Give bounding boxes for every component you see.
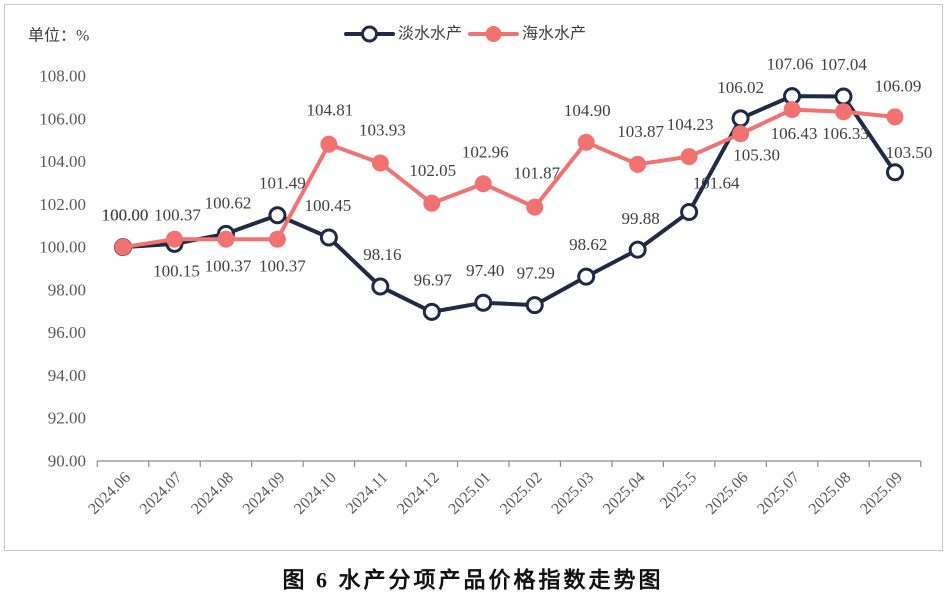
data-point-marker (834, 87, 853, 106)
data-label: 100.00 (102, 206, 149, 225)
data-label: 103.50 (886, 143, 933, 162)
y-tick-label: 92.00 (48, 409, 86, 428)
data-point-marker (731, 109, 750, 128)
data-point-marker (835, 103, 853, 121)
y-axis: 90.00 92.00 94.00 96.00 98.00 100.00 102.00 104… (39, 67, 86, 471)
data-label: 103.87 (617, 122, 664, 141)
data-label: 100.00 (102, 206, 149, 225)
data-point-marker (114, 238, 132, 256)
data-point-marker (319, 228, 338, 247)
plot-area (114, 87, 904, 321)
data-point-marker (886, 108, 904, 126)
data-label: 103.93 (359, 121, 406, 140)
y-tick-label: 100.00 (39, 238, 86, 257)
data-point-marker (371, 154, 389, 172)
data-point-marker (217, 230, 235, 248)
data-label: 100.37 (205, 257, 252, 276)
data-label: 98.62 (569, 235, 607, 254)
data-point-marker (629, 155, 647, 173)
legend-label: 淡水水产 (398, 25, 462, 43)
data-label: 100.15 (153, 261, 200, 280)
legend-label: 海水水产 (522, 25, 586, 43)
y-unit-label: 单位：% (28, 27, 89, 45)
data-label: 102.05 (409, 161, 456, 180)
data-label: 100.45 (305, 196, 352, 215)
data-label: 100.37 (154, 206, 201, 225)
y-tick-label: 96.00 (48, 323, 86, 342)
data-label: 98.16 (363, 245, 401, 264)
data-point-marker (885, 163, 904, 182)
y-tick-label: 90.00 (48, 452, 86, 471)
y-tick-label: 94.00 (48, 366, 86, 385)
data-point-marker (525, 296, 544, 315)
legend: 淡水水产 海水水产 (344, 25, 586, 43)
y-tick-label: 104.00 (39, 152, 86, 171)
data-label: 97.40 (466, 261, 504, 280)
data-label: 99.88 (622, 209, 660, 228)
data-label: 105.30 (733, 145, 780, 164)
data-point-marker (783, 101, 801, 119)
data-label: 101.87 (513, 164, 560, 183)
y-tick-label: 106.00 (39, 109, 86, 128)
series-line-1 (121, 94, 897, 314)
data-point-marker (268, 230, 286, 248)
data-label: 102.96 (462, 142, 509, 161)
data-label: 107.04 (820, 55, 867, 74)
data-point-marker (526, 198, 544, 216)
data-point-marker (165, 230, 183, 248)
data-label: 101.49 (259, 174, 306, 193)
figure-caption: 图 6 水产分项产品价格指数走势图 (282, 568, 663, 593)
data-point-marker (423, 194, 441, 212)
y-tick-label: 98.00 (48, 280, 86, 299)
data-label: 106.43 (771, 124, 818, 143)
data-point-marker (474, 175, 492, 193)
data-label: 96.97 (414, 270, 453, 289)
data-label: 97.29 (517, 264, 555, 283)
data-label: 104.90 (564, 101, 611, 120)
data-label: 106.33 (822, 124, 869, 143)
legend-item-series-1: 淡水水产 (344, 25, 462, 43)
data-point-marker (732, 125, 750, 143)
data-label: 106.09 (875, 76, 922, 95)
data-point-marker (371, 277, 390, 296)
data-point-marker (680, 203, 699, 222)
data-point-marker (268, 206, 287, 225)
legend-item-series-2: 海水水产 (468, 25, 586, 43)
data-label: 104.81 (307, 101, 354, 120)
data-label: 101.64 (693, 174, 740, 193)
data-point-marker (628, 240, 647, 259)
data-point-marker (422, 302, 441, 321)
series-line-2 (121, 107, 897, 250)
data-label: 100.37 (259, 257, 306, 276)
legend-marker-icon (361, 25, 378, 43)
y-tick-label: 102.00 (39, 195, 86, 214)
data-point-marker (577, 133, 595, 151)
data-label: 104.23 (667, 115, 714, 134)
data-label: 107.06 (767, 55, 814, 74)
data-labels: 100.00 100.15 100.62 101.49 100.45 98.16 96.97… (102, 55, 933, 290)
data-point-marker (474, 293, 493, 312)
data-point-marker (577, 267, 596, 286)
data-point-marker (680, 148, 698, 166)
data-label: 100.62 (205, 193, 252, 212)
data-label: 106.02 (717, 78, 764, 97)
legend-marker-icon (485, 26, 502, 42)
y-tick-label: 108.00 (39, 67, 86, 86)
data-point-marker (320, 135, 338, 153)
